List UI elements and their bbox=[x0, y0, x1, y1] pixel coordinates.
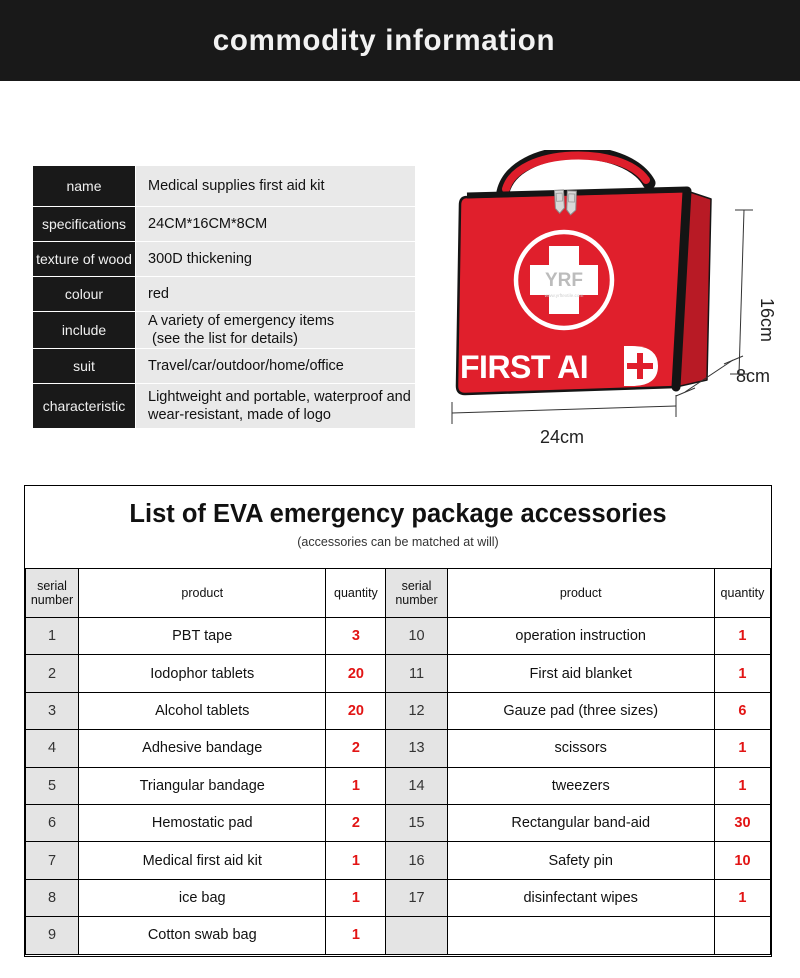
svg-text:YRF: YRF bbox=[545, 270, 583, 291]
svg-text:24cm: 24cm bbox=[540, 427, 584, 447]
svg-text:www.yrftextile.com: www.yrftextile.com bbox=[545, 293, 584, 298]
svg-text:FIRST AI: FIRST AI bbox=[460, 349, 588, 385]
svg-text:8cm: 8cm bbox=[736, 366, 770, 386]
svg-text:16cm: 16cm bbox=[757, 298, 777, 342]
